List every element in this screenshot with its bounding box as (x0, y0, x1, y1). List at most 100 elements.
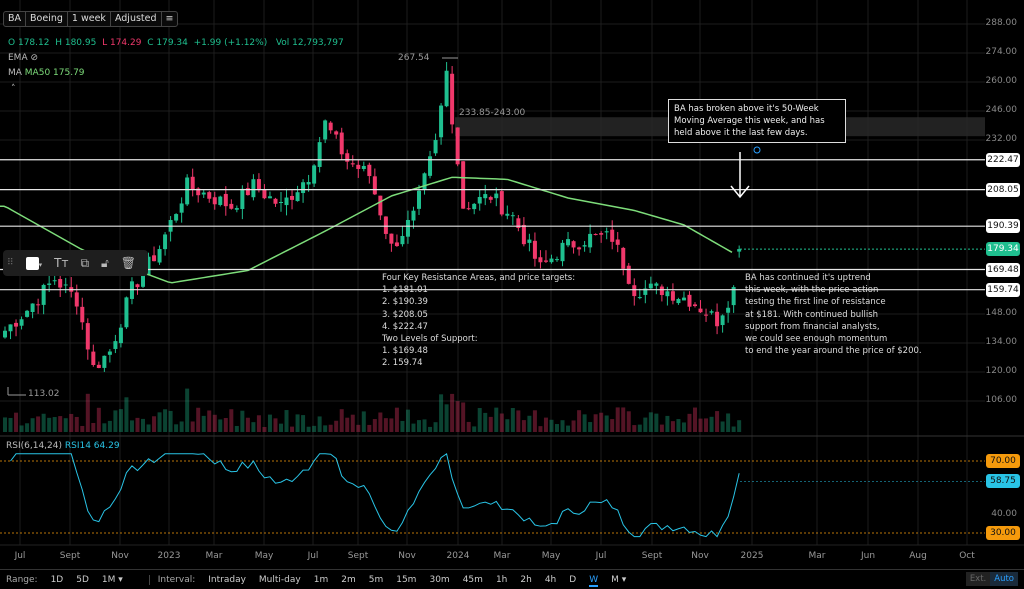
adjusted-toggle[interactable]: Adjusted (111, 12, 162, 26)
volume-bar (687, 413, 692, 432)
candle-body (262, 189, 267, 199)
price-axis-label: 148.00 (985, 307, 1018, 318)
intervals-button[interactable]: 2h (520, 574, 532, 585)
candle-body (444, 70, 449, 107)
volume-bar (306, 426, 311, 432)
volume-bar (455, 401, 460, 432)
volume-bar (91, 422, 96, 432)
intervals-button[interactable]: M ▾ (611, 574, 627, 585)
low-marker: 113.02 (28, 389, 60, 399)
price-axis-label: 134.00 (985, 336, 1018, 347)
volume-bar (610, 419, 615, 432)
period-selector[interactable]: 1 week (68, 12, 111, 26)
collapse-icon[interactable]: ˄ (11, 84, 16, 94)
symbol-header[interactable]: BA Boeing 1 week Adjusted ≡ (3, 11, 179, 27)
volume-bar (30, 418, 35, 432)
volume-bar (422, 419, 427, 432)
volume-bar (400, 420, 405, 432)
candle-body (41, 284, 46, 305)
resistance-note[interactable]: Four Key Resistance Areas, and price tar… (382, 272, 575, 370)
candle-body (499, 191, 504, 215)
color-picker-button[interactable]: ▾ (25, 256, 42, 270)
candle-body (30, 303, 35, 313)
volume-bar (444, 404, 449, 432)
ext-button[interactable]: Ext. (965, 572, 991, 586)
candle-body (704, 314, 709, 316)
auto-button[interactable]: Auto (990, 572, 1018, 586)
volume-bar (577, 410, 582, 432)
volume-bar (273, 418, 278, 432)
x-axis-label: Nov (111, 551, 129, 561)
text-format-icon[interactable]: Tт (54, 256, 69, 270)
drag-handle-icon[interactable]: ⠿ (7, 258, 14, 268)
note-line: this week, with the price action (745, 285, 879, 296)
company-name: Boeing (26, 12, 68, 26)
intervals-button[interactable]: 30m (429, 574, 450, 585)
intervals-button[interactable]: Multi-day (258, 574, 301, 585)
ranges-button[interactable]: 1M ▾ (101, 574, 123, 585)
candle-body (549, 258, 554, 263)
intervals-button[interactable]: 1m (313, 574, 329, 585)
intervals-button[interactable]: Intraday (208, 574, 246, 585)
volume-bar (709, 416, 714, 432)
candle-body (455, 127, 460, 165)
x-axis-label: 2023 (157, 551, 181, 561)
intervals-button[interactable]: 5m (368, 574, 384, 585)
candle-body (146, 256, 151, 276)
ranges-button[interactable]: 5D (76, 574, 89, 585)
intervals-button[interactable]: 15m (396, 574, 417, 585)
candle-body (63, 284, 68, 286)
intervals-button[interactable]: 45m (462, 574, 483, 585)
x-axis-label: Sept (347, 551, 369, 561)
ma-indicator[interactable]: MA MA50 175.79 (8, 68, 85, 78)
volume-bar (124, 397, 129, 432)
candle-body (428, 156, 433, 176)
intervals-button[interactable]: W (589, 574, 599, 587)
candle-body (715, 311, 720, 327)
candle-body (118, 327, 123, 344)
uptrend-note[interactable]: BA has continued it's uptrend this week, … (745, 272, 922, 357)
trash-icon[interactable]: 🗑︎ (120, 256, 137, 270)
note-line: at $181. With continued bullish (745, 309, 879, 320)
symbol[interactable]: BA (4, 12, 27, 26)
unlock-icon[interactable]: 🔓︎ (101, 255, 109, 270)
candle-body (361, 165, 366, 169)
candle-body (196, 188, 201, 196)
volume-bar (328, 424, 333, 432)
intervals-button[interactable]: 4h (544, 574, 557, 585)
candle-body (582, 245, 587, 247)
candle-body (648, 283, 653, 289)
volume-bar (113, 410, 118, 432)
ranges-button[interactable]: 1D (50, 574, 64, 585)
candle-body (676, 299, 681, 304)
note-line: 4. $222.47 (382, 321, 428, 332)
ema-indicator[interactable]: EMA ⊘ (8, 53, 39, 63)
volume-bar (670, 421, 675, 432)
candle-body (135, 284, 140, 288)
intervals-button[interactable]: D (569, 574, 577, 585)
eye-hidden-icon[interactable]: ⊘ (30, 53, 39, 63)
volume-bar (632, 425, 637, 432)
candle-body (47, 283, 52, 285)
price-axis-label: 232.00 (985, 133, 1018, 144)
volume-bar (223, 418, 228, 432)
volume-bar (737, 420, 742, 432)
candle-body (378, 195, 383, 216)
intervals-button[interactable]: 1h (495, 574, 508, 585)
note-line: Two Levels of Support: (382, 334, 478, 345)
volume-bar (356, 424, 361, 432)
volume-bar (168, 410, 173, 432)
rsi-label[interactable]: RSI(6,14,24) RSI14 64.29 (6, 441, 120, 451)
volume-bar (267, 414, 272, 432)
annotation-box[interactable]: BA has broken above it's 50-Week Moving … (668, 99, 846, 143)
volume-bar (527, 415, 532, 432)
intervals-button[interactable]: 2m (341, 574, 356, 585)
candle-body (593, 234, 598, 236)
volume-bar (190, 421, 195, 432)
candle-body (229, 203, 234, 209)
clone-icon[interactable]: ⧉ (80, 255, 90, 270)
menu-icon[interactable]: ≡ (165, 13, 174, 24)
volume-bar (25, 423, 30, 432)
level-price-tag: 222.47 (986, 152, 1020, 167)
